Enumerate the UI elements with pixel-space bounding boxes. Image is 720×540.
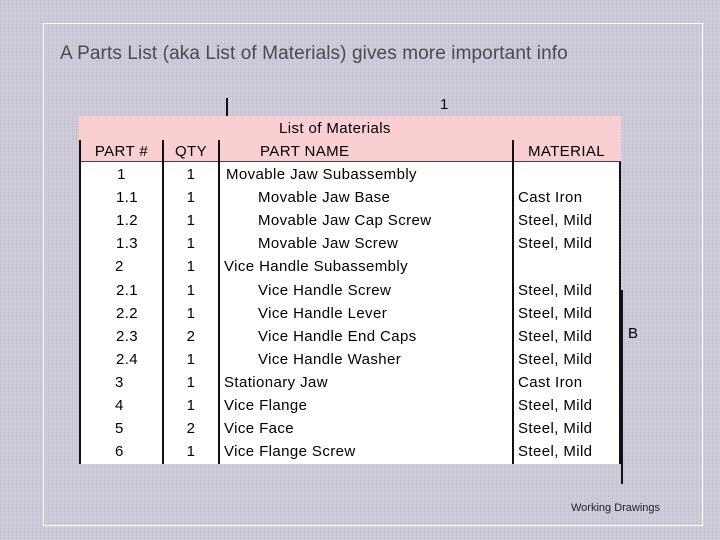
table-col-divider-material — [512, 140, 514, 464]
table-col-divider-name — [218, 140, 220, 464]
table-cell-material: Steel, Mild — [518, 328, 593, 345]
table-cell-part-number: 2.4 — [116, 351, 139, 368]
table-cell-part-number: 1.1 — [116, 189, 139, 206]
table-cell-part-number: 1.2 — [116, 212, 139, 229]
table-cell-material: Steel, Mild — [518, 235, 593, 252]
table-cell-part-number: 3 — [115, 374, 124, 391]
table-cell-part-name: Vice Flange — [224, 397, 308, 414]
header-part-name: PART NAME — [260, 143, 350, 160]
table-cell-qty: 1 — [186, 166, 196, 183]
table-cell-part-name: Vice Handle Screw — [258, 282, 392, 299]
header-part-number: PART # — [94, 143, 149, 160]
table-cell-part-number: 2.2 — [116, 305, 139, 322]
slide-footer: Working Drawings — [571, 502, 661, 514]
table-cell-part-name: Movable Jaw Base — [258, 189, 391, 206]
table-cell-material: Steel, Mild — [518, 443, 593, 460]
table-cell-qty: 1 — [186, 282, 196, 299]
table-cell-qty: 1 — [186, 212, 196, 229]
table-cell-material: Steel, Mild — [518, 212, 593, 229]
revision-number: 1 — [440, 96, 449, 113]
table-cell-material: Steel, Mild — [518, 397, 593, 414]
table-right-border — [619, 162, 621, 464]
table-cell-part-number: 2.3 — [116, 328, 139, 345]
table-col-divider-qty — [162, 140, 164, 464]
table-cell-part-name: Vice Handle Washer — [258, 351, 402, 368]
table-left-border — [79, 140, 81, 464]
table-cell-qty: 1 — [186, 374, 196, 391]
parts-list-header-band — [79, 116, 621, 162]
parts-list-title: List of Materials — [279, 120, 391, 137]
table-cell-part-number: 2.1 — [116, 282, 139, 299]
parts-list-sheet — [79, 116, 621, 464]
table-cell-material: Steel, Mild — [518, 420, 593, 437]
table-cell-part-number: 5 — [115, 420, 124, 437]
table-cell-material: Steel, Mild — [518, 282, 593, 299]
table-cell-qty: 1 — [186, 258, 196, 275]
table-cell-part-number: 4 — [115, 397, 124, 414]
table-cell-part-number: 1 — [117, 166, 126, 183]
table-cell-qty: 1 — [186, 397, 196, 414]
table-cell-part-name: Vice Handle Subassembly — [224, 258, 409, 275]
table-cell-part-name: Movable Jaw Cap Screw — [258, 212, 432, 229]
table-cell-qty: 1 — [186, 351, 196, 368]
table-cell-part-name: Vice Handle End Caps — [258, 328, 417, 345]
table-cell-qty: 2 — [186, 328, 196, 345]
table-cell-qty: 2 — [186, 420, 196, 437]
slide-title: A Parts List (aka List of Materials) giv… — [60, 43, 568, 64]
sheet-zone-letter: B — [628, 325, 639, 342]
table-cell-qty: 1 — [186, 443, 196, 460]
drawing-border-right-line — [621, 290, 623, 484]
table-cell-part-number: 1.3 — [116, 235, 139, 252]
table-cell-part-number: 2 — [115, 258, 124, 275]
table-cell-material: Cast Iron — [518, 189, 583, 206]
table-cell-part-number: 6 — [115, 443, 124, 460]
table-cell-part-name: Vice Face — [224, 420, 295, 437]
table-cell-material: Steel, Mild — [518, 351, 593, 368]
table-cell-qty: 1 — [186, 189, 196, 206]
table-cell-part-name: Movable Jaw Screw — [258, 235, 399, 252]
table-cell-part-name: Vice Handle Lever — [258, 305, 388, 322]
table-cell-qty: 1 — [186, 305, 196, 322]
header-material: MATERIAL — [527, 143, 606, 160]
table-cell-part-name: Stationary Jaw — [224, 374, 328, 391]
slide-frame — [43, 23, 703, 526]
table-cell-part-name: Movable Jaw Subassembly — [226, 166, 417, 183]
table-cell-qty: 1 — [186, 235, 196, 252]
table-cell-part-name: Vice Flange Screw — [224, 443, 356, 460]
header-qty: QTY — [174, 143, 208, 160]
table-cell-material: Steel, Mild — [518, 305, 593, 322]
drawing-border-top-tick — [226, 98, 228, 116]
table-cell-material: Cast Iron — [518, 374, 583, 391]
